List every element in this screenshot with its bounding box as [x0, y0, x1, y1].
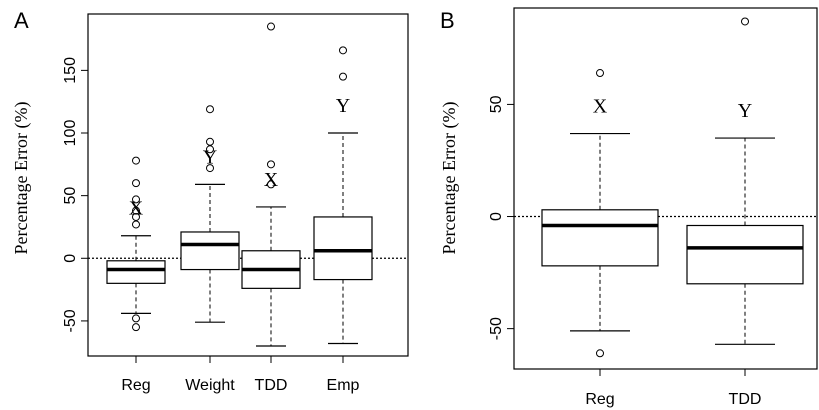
- outlier-point: [132, 156, 140, 165]
- outlier-point: [741, 17, 749, 26]
- outlier-point: [132, 212, 140, 221]
- y-tick-label: 0: [488, 212, 505, 221]
- iqr-box: [313, 216, 373, 281]
- box-tdd: X: [241, 22, 301, 347]
- outlier-point: [132, 314, 140, 323]
- iqr-box: [686, 224, 804, 285]
- y-tick-label: 0: [62, 254, 79, 263]
- x-tick-label: Weight: [185, 377, 235, 394]
- outlier-point: [339, 46, 347, 55]
- outlier-point: [339, 72, 347, 81]
- outlier-point: [596, 349, 604, 358]
- x-tick-label: Emp: [327, 377, 360, 394]
- outlier-point: [132, 323, 140, 332]
- x-tick-label: TDD: [255, 377, 288, 394]
- x-tick-label: Reg: [121, 377, 150, 394]
- outlier-point: [596, 69, 604, 78]
- box-reg: X: [541, 69, 659, 358]
- outlier-point: [132, 195, 140, 204]
- significance-letter: Y: [738, 100, 752, 122]
- outlier-point: [132, 220, 140, 229]
- box-tdd: Y: [686, 17, 804, 345]
- significance-letter: X: [129, 198, 144, 220]
- iqr-box: [541, 209, 659, 267]
- iqr-box: [180, 231, 240, 271]
- plot-frame-b: [513, 7, 818, 370]
- box-weight: Y: [180, 105, 240, 323]
- outlier-point: [132, 179, 140, 188]
- outlier-point: [206, 164, 214, 173]
- x-tick-label: TDD: [729, 391, 762, 408]
- outlier-point: [267, 180, 275, 189]
- y-tick-label: 50: [488, 95, 505, 113]
- y-tick-label: -50: [62, 309, 79, 332]
- outlier-point: [267, 22, 275, 31]
- y-axis-label-a: Percentage Error (%): [11, 102, 32, 255]
- x-tick-label: Reg: [585, 391, 614, 408]
- outlier-point: [206, 137, 214, 146]
- y-tick-label: -50: [488, 317, 505, 340]
- box-emp: Y: [313, 46, 373, 345]
- y-axis-label-b: Percentage Error (%): [439, 102, 460, 255]
- panel-a: A Percentage Error (%) -50 0 50 100 150 X Reg Y…: [11, 8, 409, 394]
- iqr-box: [106, 260, 166, 284]
- y-tick-label: 150: [62, 57, 79, 84]
- outlier-point: [132, 206, 140, 215]
- plot-frame-a: [87, 13, 409, 357]
- panel-letter-b: B: [440, 8, 455, 33]
- outlier-point: [206, 145, 214, 154]
- y-tick-label: 100: [62, 120, 79, 147]
- panel-letter-a: A: [14, 8, 29, 33]
- significance-letter: X: [593, 96, 608, 118]
- significance-letter: Y: [203, 146, 217, 168]
- significance-letter: Y: [336, 95, 350, 117]
- panel-b: B Percentage Error (%) -50 0 50 X Reg Y TDD: [439, 7, 818, 408]
- box-reg: X: [106, 156, 166, 332]
- outlier-point: [206, 105, 214, 114]
- significance-letter: X: [264, 169, 279, 191]
- outlier-point: [267, 160, 275, 169]
- y-tick-label: 50: [62, 187, 79, 205]
